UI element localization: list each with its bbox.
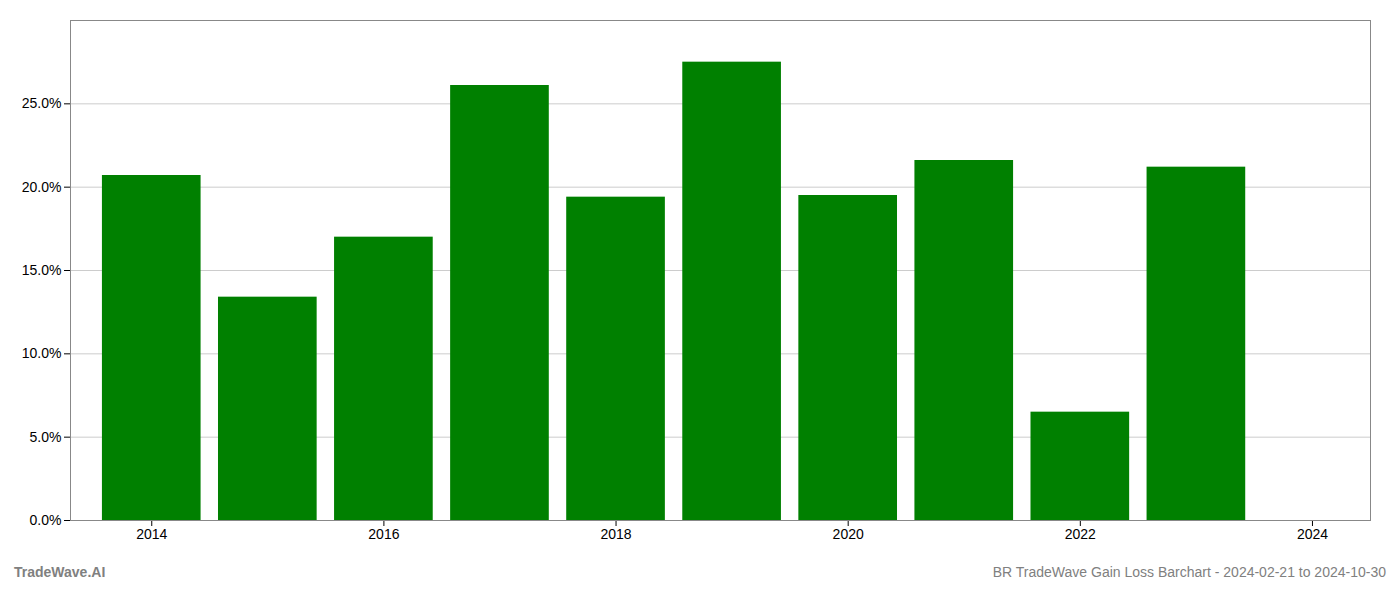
svg-text:2018: 2018 bbox=[600, 526, 631, 542]
svg-text:25.0%: 25.0% bbox=[22, 95, 62, 111]
svg-text:10.0%: 10.0% bbox=[22, 345, 62, 361]
html-text:BR TradeWave Gain Loss Barchar: BR TradeWave Gain Loss Barchart - 2024-0… bbox=[992, 564, 1386, 580]
svg-text:15.0%: 15.0% bbox=[22, 262, 62, 278]
svg-text:2020: 2020 bbox=[833, 526, 864, 542]
svg-text:2014: 2014 bbox=[136, 526, 167, 542]
svg-text:5.0%: 5.0% bbox=[30, 429, 62, 445]
svg-text:20.0%: 20.0% bbox=[22, 179, 62, 195]
svg-text:2016: 2016 bbox=[368, 526, 399, 542]
html-text:TradeWave.AI: TradeWave.AI bbox=[14, 564, 106, 580]
svg-text:2022: 2022 bbox=[1065, 526, 1096, 542]
svg-text:2024: 2024 bbox=[1297, 526, 1328, 542]
svg-text:0.0%: 0.0% bbox=[30, 512, 62, 528]
